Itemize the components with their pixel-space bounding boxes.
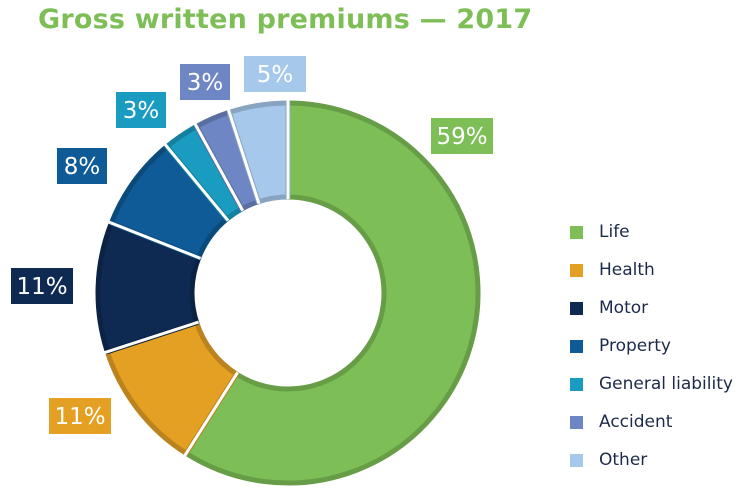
value-label-text: 3% [187,70,224,96]
legend-item-property: Property [570,334,671,358]
value-label-box [11,268,73,304]
value-label-text: 3% [123,98,160,124]
value-label-box [49,398,111,434]
legend-item-general-liability: General liability [570,372,733,396]
legend-label: Other [599,450,648,470]
legend-swatch [570,377,583,391]
legend-label: General liability [599,374,733,394]
legend-label: Life [599,222,630,242]
value-label-accident: 3% [180,64,230,100]
legend-label: Property [599,336,671,356]
legend-swatch [570,263,583,277]
legend-item-health: Health [570,258,655,282]
value-label-life: 59% [431,118,493,154]
value-label-other: 5% [244,56,306,92]
legend-item-accident: Accident [570,410,672,434]
legend-item-other: Other [570,448,647,472]
slice-separator [193,123,245,212]
legend-label: Accident [599,412,673,432]
legend-swatch [570,453,583,467]
legend-swatch [570,339,583,353]
value-label-box [57,148,107,184]
value-label-box [431,118,493,154]
legend-swatch [570,225,583,239]
legend-item-motor: Motor [570,296,648,320]
legend-swatch [570,415,583,429]
value-label-text: 5% [257,62,294,88]
value-label-box [180,64,230,100]
slice-life [183,100,481,486]
value-label-text: 8% [64,154,101,180]
chart-title: Gross written premiums — 2017 [38,4,533,35]
legend-label: Health [599,260,655,280]
legend-label: Motor [599,298,649,318]
value-label-motor: 11% [11,268,73,304]
value-label-box [116,92,166,128]
slice-separator [163,143,230,222]
slice-separator [183,371,239,457]
value-label-text: 59% [436,124,487,150]
slice-separator [108,220,202,260]
value-label-health: 11% [49,398,111,434]
legend-item-life: Life [570,220,630,244]
value-label-property: 8% [57,148,107,184]
value-label-general-liability: 3% [116,92,166,128]
slice-separator [103,320,200,355]
slice-separator [226,108,261,205]
legend-swatch [570,301,583,315]
value-label-text: 11% [16,274,67,300]
value-label-box [244,56,306,92]
value-label-text: 11% [54,404,105,430]
